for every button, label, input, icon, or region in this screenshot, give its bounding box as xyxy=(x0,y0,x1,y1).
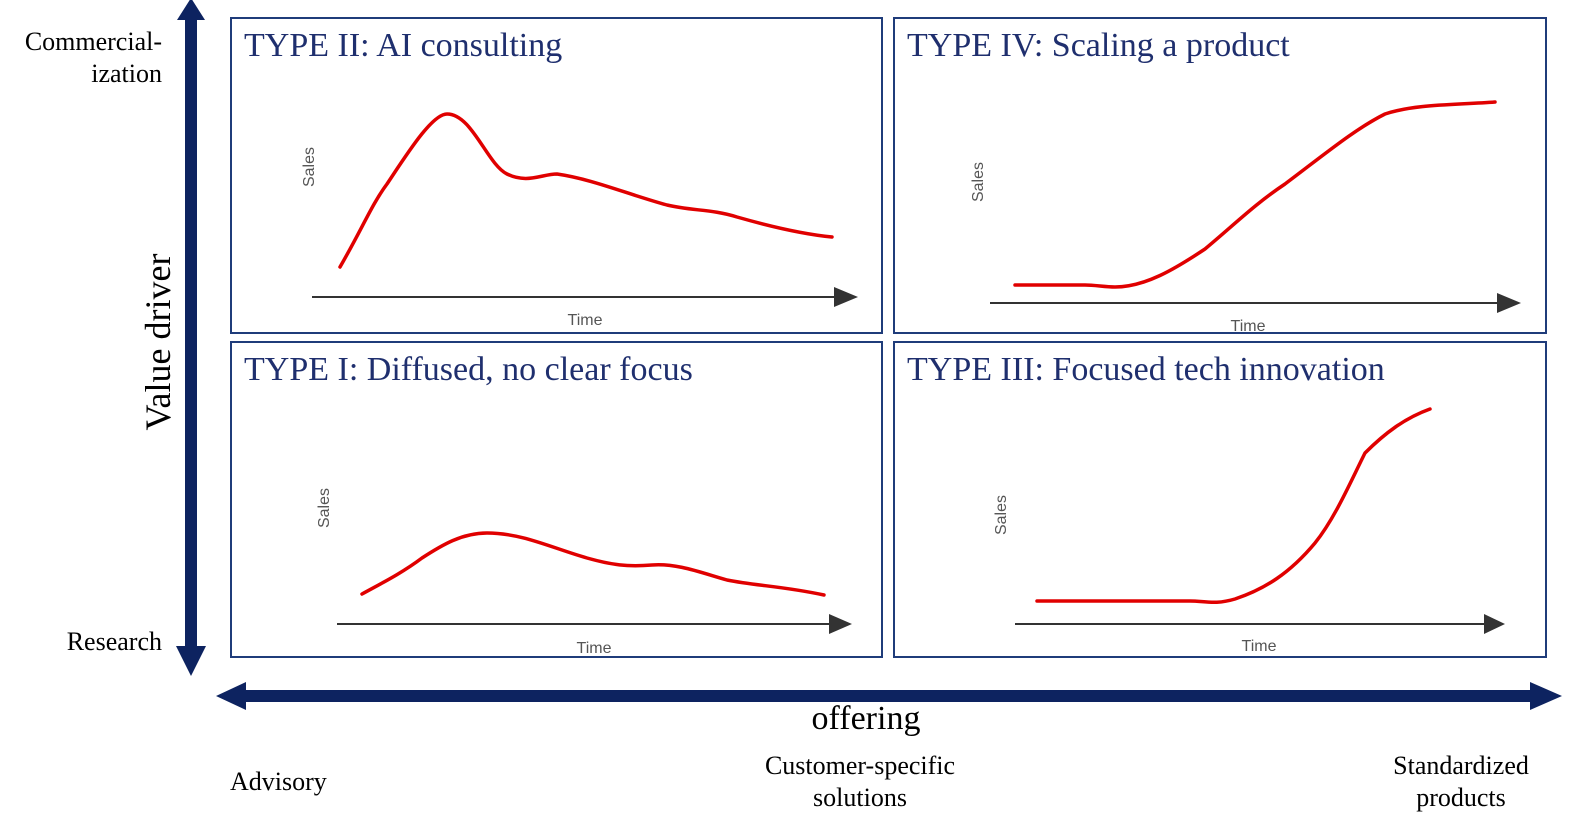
quadrant-type-i: Time Sales TYPE I: Diffused, no clear fo… xyxy=(230,341,883,658)
y-axis-title: Value driver xyxy=(138,253,178,431)
type-ii-chart: Time Sales xyxy=(301,112,858,329)
time-label: Time xyxy=(1231,318,1266,335)
x-right-label: Standardized products xyxy=(1393,751,1529,812)
quadrant-type-iii: Time Sales TYPE III: Focused tech innova… xyxy=(893,341,1547,658)
time-label: Time xyxy=(1242,638,1277,655)
time-label: Time xyxy=(568,312,603,329)
sales-label: Sales xyxy=(301,147,318,187)
type-iii-chart: Time Sales xyxy=(993,407,1505,655)
y-top-label: Commercial- ization xyxy=(24,27,162,88)
quadrant-title: TYPE II: AI consulting xyxy=(244,27,563,64)
time-axis-arrow xyxy=(1484,614,1505,634)
sales-label: Sales xyxy=(993,495,1010,535)
sales-curve xyxy=(338,112,834,269)
time-axis-arrow xyxy=(829,614,852,634)
y-axis-line xyxy=(185,14,197,648)
x-axis-line xyxy=(240,690,1540,702)
y-axis-arrow-top xyxy=(177,0,205,20)
quadrant-title: TYPE IV: Scaling a product xyxy=(907,27,1290,64)
time-axis-arrow xyxy=(834,287,858,307)
y-bottom-label: Research xyxy=(66,627,162,656)
time-axis-arrow xyxy=(1497,293,1521,313)
x-axis-title: offering xyxy=(811,700,921,737)
quadrant-title: TYPE I: Diffused, no clear focus xyxy=(244,351,693,388)
type-i-chart: Time Sales xyxy=(316,488,852,657)
sales-label: Sales xyxy=(316,488,333,528)
x-left-label: Advisory xyxy=(230,767,327,796)
x-middle-label: Customer-specific solutions xyxy=(764,751,956,812)
sales-curve xyxy=(1013,100,1497,289)
sales-curve xyxy=(1035,407,1432,605)
sales-label: Sales xyxy=(970,162,987,202)
time-label: Time xyxy=(577,640,612,657)
quadrant-title: TYPE III: Focused tech innovation xyxy=(907,351,1385,388)
sales-curve xyxy=(360,531,826,597)
y-axis-arrow-bottom xyxy=(176,646,206,676)
x-axis-arrow-left xyxy=(216,682,246,710)
quadrant-type-ii: Time Sales TYPE II: AI consulting xyxy=(230,17,883,334)
quadrant-type-iv: Time Sales TYPE IV: Scaling a product xyxy=(893,17,1547,335)
x-axis-arrow-right xyxy=(1530,682,1562,710)
type-iv-chart: Time Sales xyxy=(970,100,1521,335)
